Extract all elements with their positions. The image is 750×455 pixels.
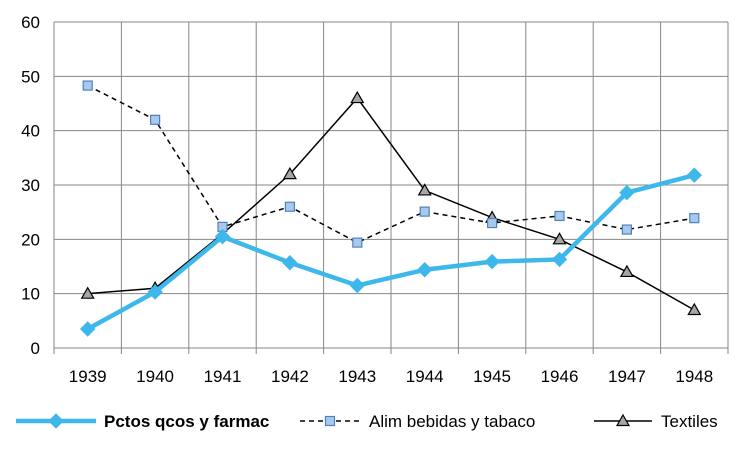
diamond-marker xyxy=(551,251,568,268)
legend-label: Alim bebidas y tabaco xyxy=(369,412,535,431)
y-tick-label: 20 xyxy=(21,230,40,249)
triangle-marker xyxy=(350,90,365,104)
legend-label: Pctos qcos y farmac xyxy=(104,412,269,431)
diamond-marker xyxy=(619,184,635,201)
legend-label: Textiles xyxy=(661,412,718,431)
square-marker xyxy=(554,210,565,222)
diamond-marker xyxy=(349,277,366,294)
y-tick-label: 30 xyxy=(21,176,40,195)
series-lines xyxy=(79,80,703,337)
series-1 xyxy=(82,80,700,248)
y-tick-label: 40 xyxy=(21,122,40,141)
series-line xyxy=(87,96,695,311)
diamond-marker xyxy=(416,262,433,278)
diamond-marker xyxy=(214,228,231,245)
series-line xyxy=(86,173,695,331)
axes: 0 10 20 30 40 50 60 1939 1940 1941 1942 1943 1944 194… xyxy=(21,13,713,386)
x-tick-label: 1945 xyxy=(473,367,511,386)
series-line xyxy=(87,84,695,244)
triangle-marker xyxy=(80,286,95,299)
square-marker xyxy=(689,213,700,224)
x-tick-label: 1947 xyxy=(608,367,646,386)
square-marker xyxy=(419,206,430,217)
legend-item: Textiles xyxy=(594,412,718,431)
x-tick-label: 1942 xyxy=(271,367,309,386)
legend-item: Pctos qcos y farmac xyxy=(16,412,269,431)
legend: Pctos qcos y farmac Alim bebidas y tabaco… xyxy=(16,412,718,431)
triangle-marker xyxy=(282,166,297,180)
x-tick-label: 1946 xyxy=(541,367,579,386)
diamond-marker xyxy=(484,253,500,270)
gridlines xyxy=(54,21,729,354)
square-marker xyxy=(352,237,363,248)
triangle-marker xyxy=(417,183,432,196)
square-marker xyxy=(621,224,633,235)
triangle-marker xyxy=(552,232,567,245)
x-tick-label: 1939 xyxy=(69,367,107,386)
x-tick-label: 1941 xyxy=(204,367,242,386)
triangle-marker xyxy=(615,413,631,427)
y-tick-label: 60 xyxy=(21,13,40,32)
diamond-marker xyxy=(79,321,96,337)
x-tick-label: 1943 xyxy=(338,367,376,386)
triangle-marker xyxy=(619,264,634,278)
diamond-marker xyxy=(686,167,703,183)
square-marker xyxy=(150,114,161,125)
diamond-marker xyxy=(147,284,163,300)
diamond-marker xyxy=(48,413,64,429)
x-tick-label: 1940 xyxy=(136,367,174,386)
y-tick-label: 0 xyxy=(31,339,40,358)
y-tick-label: 50 xyxy=(21,67,40,86)
square-marker xyxy=(82,80,93,91)
square-marker xyxy=(487,217,498,229)
legend-item: Alim bebidas y tabaco xyxy=(300,412,535,431)
x-tick-label: 1948 xyxy=(675,367,713,386)
y-tick-label: 10 xyxy=(21,285,40,304)
x-tick-label: 1944 xyxy=(406,367,444,386)
square-marker xyxy=(284,201,295,212)
triangle-marker xyxy=(687,302,702,316)
square-marker xyxy=(324,415,336,427)
series-0 xyxy=(79,167,703,337)
diamond-marker xyxy=(282,254,298,271)
